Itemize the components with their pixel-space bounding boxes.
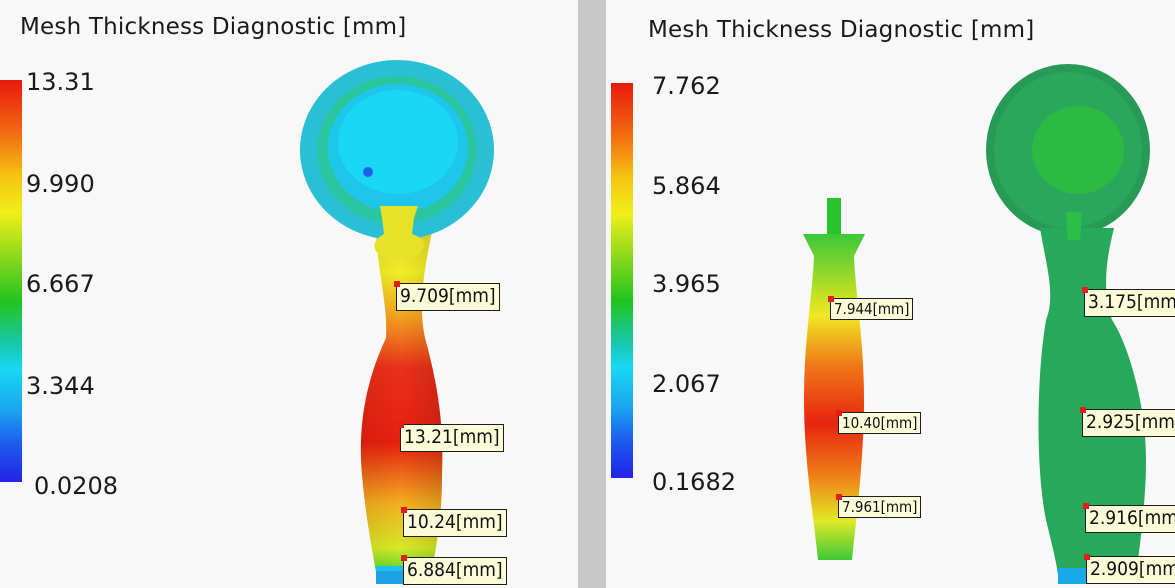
right-models[interactable] [606, 0, 1175, 588]
thickness-label: 7.961[mm] [836, 494, 922, 519]
thickness-label: 2.909[mm] [1084, 554, 1175, 584]
left-legend-min: 0.0208 [34, 472, 118, 500]
left-legend-value: 6.667 [26, 270, 95, 298]
right-legend-value: 5.864 [652, 172, 721, 200]
probe-marker [394, 281, 400, 287]
thickness-label: 6.884[mm] [401, 555, 507, 585]
thickness-label: 9.709[mm] [394, 281, 500, 311]
right-viewport[interactable]: Mesh Thickness Diagnostic [mm] 7.762 5.8… [606, 0, 1175, 588]
thickness-value: 7.961[mm] [842, 498, 918, 516]
probe-marker [1083, 503, 1089, 509]
left-viewport[interactable]: Mesh Thickness Diagnostic [mm] 13.31 9.9… [0, 0, 578, 588]
left-legend-value: 9.990 [26, 170, 95, 198]
probe-marker [1084, 554, 1090, 560]
probe-marker [836, 494, 842, 500]
probe-marker [401, 555, 407, 561]
thickness-value: 6.884[mm] [407, 559, 503, 581]
thickness-label: 2.925[mm] [1080, 407, 1175, 437]
thickness-value: 2.909[mm] [1090, 558, 1175, 580]
thickness-label: 7.944[mm] [828, 296, 914, 321]
thickness-value: 13.21[mm] [404, 426, 500, 448]
thickness-value: 7.944[mm] [834, 300, 910, 318]
thickness-value: 9.709[mm] [400, 285, 496, 307]
thickness-value: 10.40[mm] [842, 414, 918, 432]
thickness-value: 2.925[mm] [1086, 411, 1175, 433]
thickness-label: 10.24[mm] [401, 507, 507, 537]
thickness-value: 3.175[mm] [1088, 291, 1175, 313]
right-legend-value: 3.965 [652, 270, 721, 298]
probe-marker [828, 296, 834, 302]
probe-marker [1080, 407, 1086, 413]
probe-marker [836, 410, 842, 416]
thickness-value: 2.916[mm] [1089, 507, 1175, 529]
left-spoon-model[interactable] [0, 0, 578, 588]
thickness-label: 3.175[mm] [1082, 287, 1175, 317]
thickness-label: 10.40[mm] [836, 410, 922, 435]
thickness-label: 13.21[mm] [398, 422, 504, 452]
right-color-scale [611, 83, 633, 478]
right-panel-title: Mesh Thickness Diagnostic [mm] [648, 17, 1035, 43]
left-panel-title: Mesh Thickness Diagnostic [mm] [20, 14, 407, 40]
left-legend-max: 13.31 [26, 68, 95, 96]
right-legend-value: 2.067 [652, 370, 721, 398]
thickness-label: 2.916[mm] [1083, 503, 1175, 533]
probe-marker [398, 422, 404, 428]
thickness-value: 10.24[mm] [407, 511, 503, 533]
probe-marker [401, 507, 407, 513]
left-legend-value: 3.344 [26, 372, 95, 400]
right-legend-min: 0.1682 [652, 468, 736, 496]
left-color-scale [0, 80, 22, 482]
right-legend-max: 7.762 [652, 72, 721, 100]
probe-marker [1082, 287, 1088, 293]
